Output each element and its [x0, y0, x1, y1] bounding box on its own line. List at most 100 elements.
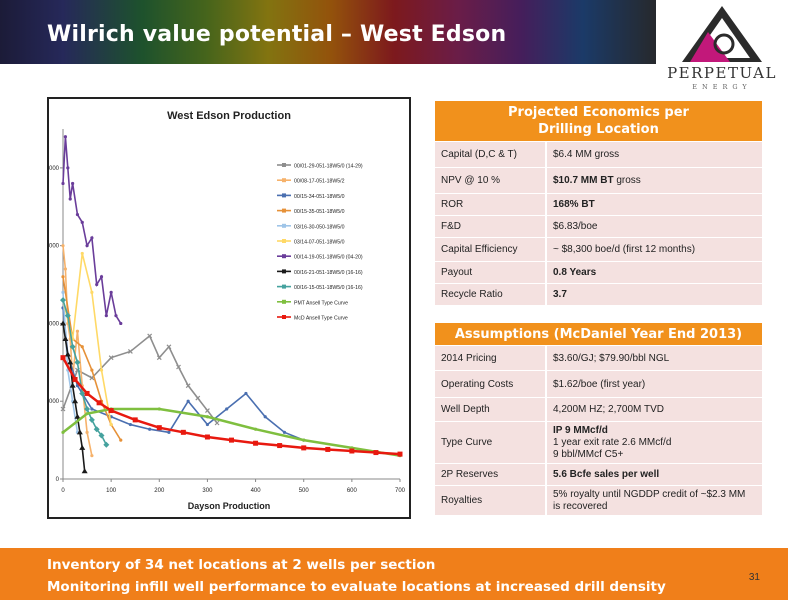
data-point — [71, 181, 75, 186]
data-point — [62, 336, 69, 341]
econ-value-bold: 0.8 Years — [553, 267, 597, 278]
assump-value: 5% royalty until NGDDP credit of ~$2.3 M… — [545, 485, 762, 516]
econ-label: F&D — [435, 215, 546, 238]
legend-label: 00/16-15-051-18W5/0 (16-16) — [294, 285, 363, 291]
assumptions-table: Assumptions (McDaniel Year End 2013) 201… — [435, 323, 762, 516]
data-point — [75, 212, 80, 217]
data-point — [96, 400, 102, 406]
econ-value-bold: $10.7 MM BT — [553, 175, 614, 186]
data-point — [79, 444, 86, 450]
royalty-line1: 5% royalty until NGDDP credit of ~$2.3 M… — [553, 488, 746, 500]
data-point — [263, 415, 267, 419]
data-point — [98, 432, 105, 439]
data-point — [81, 468, 88, 474]
data-point — [90, 236, 94, 240]
legend-label: McD Ansell Type Curve — [294, 316, 348, 322]
x-tick-label: 700 — [395, 488, 406, 494]
econ-label: Recycle Ratio — [435, 283, 546, 306]
legend-label: 03/14-07-051-18W5/0 — [294, 240, 345, 246]
x-tick-label: 100 — [106, 488, 117, 494]
data-point — [68, 197, 72, 201]
data-point — [64, 351, 71, 357]
data-point — [302, 438, 306, 442]
data-point — [69, 382, 76, 388]
data-point — [88, 416, 95, 423]
data-point — [325, 446, 331, 452]
econ-value-bold: 168% BT — [553, 199, 595, 210]
econ-value: 0.8 Years — [545, 261, 762, 284]
data-point — [72, 398, 79, 404]
data-point — [180, 429, 186, 435]
data-point — [80, 251, 84, 256]
slide-title: Wilrich value potential – West Edson — [47, 22, 507, 47]
data-point — [72, 376, 78, 382]
data-point — [85, 430, 89, 434]
y-tick-label: 15,000 — [49, 244, 60, 250]
assump-label: 2014 Pricing — [435, 345, 546, 371]
legend-marker — [282, 299, 286, 304]
data-point — [397, 451, 403, 457]
data-point — [104, 314, 108, 318]
royalty-line2: is recovered — [553, 500, 608, 512]
econ-value: 168% BT — [545, 193, 762, 216]
reserves-value: 5.6 Bcfe sales per well — [553, 469, 660, 480]
y-tick-label: 0 — [56, 477, 60, 483]
legend-marker — [282, 223, 286, 228]
data-point — [128, 422, 132, 427]
legend-marker — [282, 284, 286, 289]
data-point — [108, 355, 114, 361]
data-point — [103, 441, 110, 448]
data-point — [63, 135, 68, 139]
footer-line-2: Monitoring infill well performance to ev… — [47, 579, 666, 595]
data-point — [301, 445, 307, 451]
legend-marker — [282, 315, 286, 319]
economics-header: Projected Economics per Drilling Locatio… — [435, 101, 762, 142]
assumptions-header: Assumptions (McDaniel Year End 2013) — [435, 323, 762, 346]
data-point — [349, 448, 355, 454]
x-tick-label: 500 — [299, 488, 310, 494]
data-point — [60, 297, 66, 304]
econ-label: ROR — [435, 193, 546, 216]
data-point — [119, 321, 123, 326]
legend-label: PMT Ansell Type Curve — [294, 300, 348, 306]
data-point — [90, 290, 94, 294]
assump-label: Type Curve — [435, 421, 546, 464]
chart-title: West Edson Production — [167, 110, 291, 122]
data-point — [80, 220, 84, 224]
assump-value: $3.60/GJ; $79.90/bbl NGL — [545, 345, 762, 371]
company-logo: Perpetual ENERGY — [656, 0, 788, 100]
data-point — [157, 407, 161, 411]
legend-label: 00/08-17-051-18W5/2 — [294, 179, 345, 185]
y-tick-label: 20,000 — [49, 166, 60, 172]
footer-line-1: Inventory of 34 net locations at 2 wells… — [47, 557, 436, 573]
data-point — [205, 415, 210, 419]
x-tick-label: 400 — [251, 488, 262, 494]
assump-value: IP 9 MMcf/d 1 year exit rate 2.6 MMcf/d 9 … — [545, 421, 762, 464]
data-point — [109, 422, 113, 427]
data-point — [60, 355, 66, 361]
legend-marker — [282, 239, 286, 243]
econ-value: $6.83/boe — [545, 215, 762, 238]
data-point — [61, 430, 65, 434]
assump-label: Operating Costs — [435, 370, 546, 398]
x-tick-label: 0 — [61, 488, 65, 494]
data-point — [229, 437, 234, 443]
data-point — [75, 329, 80, 333]
data-point — [84, 390, 90, 396]
data-point — [185, 383, 191, 389]
econ-value: $6.4 MM gross — [545, 141, 762, 168]
data-point — [244, 391, 248, 396]
series-line — [62, 292, 79, 433]
page-number: 31 — [748, 572, 760, 583]
data-point — [90, 454, 94, 458]
data-point — [277, 443, 283, 449]
x-tick-label: 200 — [154, 488, 165, 494]
data-point — [225, 407, 229, 411]
econ-value-bold: 3.7 — [553, 289, 567, 300]
data-point — [76, 429, 83, 435]
series-line — [62, 307, 305, 441]
data-point — [204, 434, 210, 440]
economics-header-line2: Drilling Location — [538, 122, 659, 137]
legend-label: 00/16-21-051-18W5/0 (16-16) — [294, 270, 363, 276]
data-point — [74, 413, 81, 419]
